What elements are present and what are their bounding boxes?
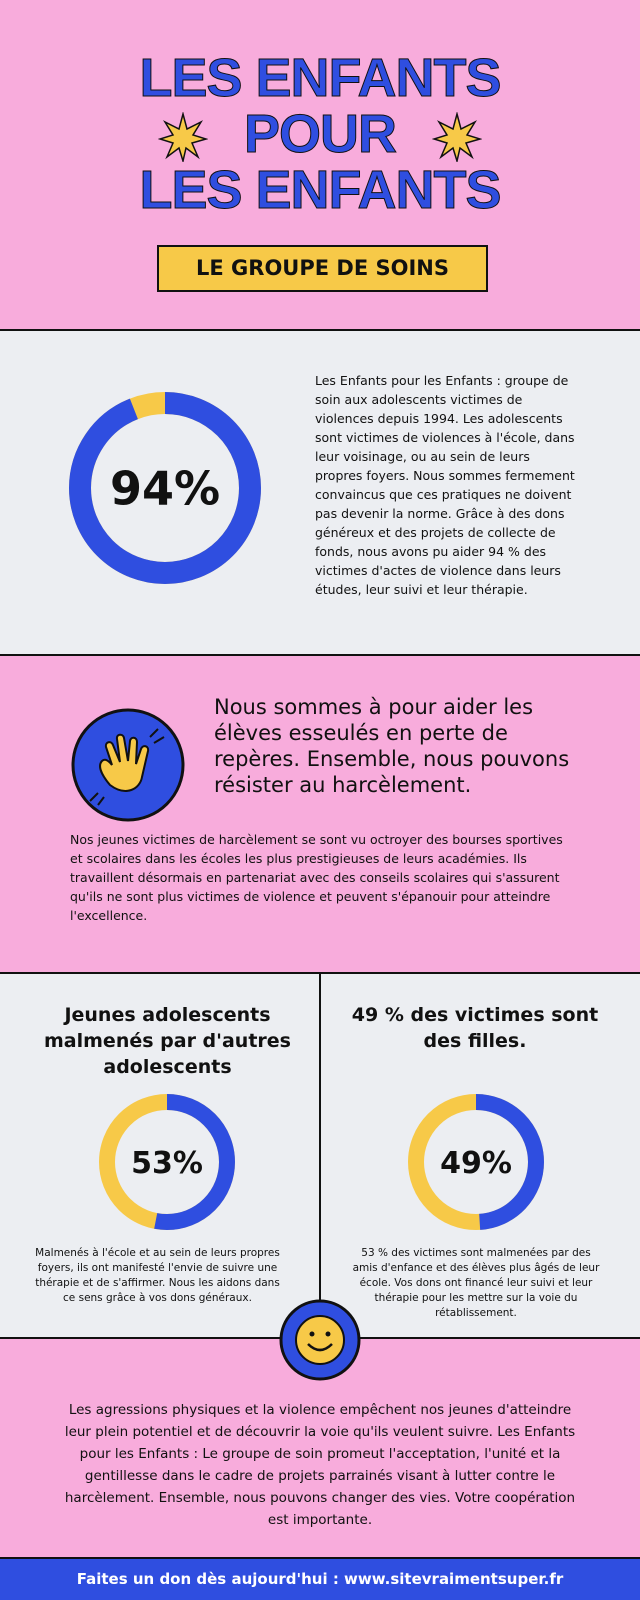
mission-headline: Nous sommes à pour aider les élèves esse… — [214, 695, 570, 797]
donut-label: 94% — [110, 462, 220, 516]
smiley-icon — [279, 1299, 361, 1381]
stat-text: Malmenés à l'école et au sein de leurs p… — [35, 1247, 280, 1304]
closing-text: Les agressions physiques et la violence … — [64, 1402, 576, 1528]
donut: 53% — [99, 1094, 235, 1230]
donut-label: 53% — [131, 1146, 203, 1181]
donut: 94% — [69, 392, 261, 584]
donut-label: 49% — [440, 1146, 512, 1181]
mission-text: Nos jeunes victimes de harcèlement se so… — [70, 832, 563, 923]
star — [158, 112, 208, 162]
star — [432, 112, 482, 162]
stat-text: 53 % des victimes sont malmenées par des… — [352, 1247, 600, 1319]
donut: 49% — [408, 1094, 544, 1230]
footer: Faites un don dès aujourd'hui : www.site… — [0, 1557, 640, 1600]
hand-icon — [71, 708, 185, 822]
donut-arc — [69, 392, 261, 584]
title-line: LES ENFANTS — [139, 48, 502, 108]
title-line: POUR — [243, 104, 397, 164]
intro-text: Les Enfants pour les Enfants : groupe de… — [315, 373, 575, 597]
stat-heading: 49 % des victimes sont des filles. — [351, 1004, 599, 1052]
stats-section: Jeunes adolescents malmenés par d'autres… — [0, 972, 640, 1339]
mission-section: Nous sommes à pour aider les élèves esse… — [0, 654, 640, 972]
donut-arc — [408, 1094, 544, 1230]
divider — [319, 974, 321, 1339]
donut-arc — [99, 1094, 235, 1230]
stat-heading: Jeunes adolescents malmenés par d'autres… — [44, 1004, 291, 1078]
title-line: LES ENFANTS — [139, 160, 502, 220]
badge: LE GROUPE DE SOINS — [157, 245, 488, 292]
intro-section: 94% Les Enfants pour les Enfants : group… — [0, 329, 640, 654]
